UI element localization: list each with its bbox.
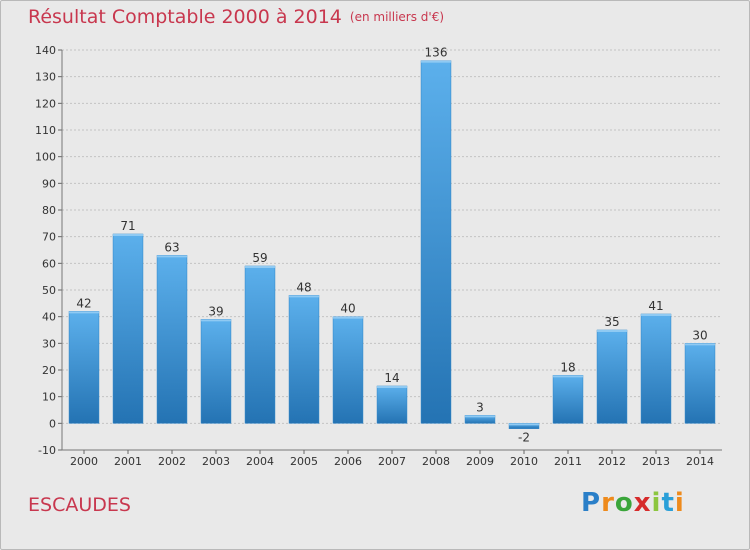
data-label: 30 [692,328,707,342]
bars: 42 71 63 39 59 48 40 14 136 3 -2 18 35 41 30 [68,46,716,445]
x-tick-label: 2012 [598,455,626,468]
x-tick-label: 2005 [290,455,318,468]
y-tick-label: 80 [42,204,56,217]
bar-highlight [201,319,231,322]
data-label: 35 [604,315,619,329]
x-tick-label: 2001 [114,455,142,468]
data-label: 18 [560,360,575,374]
data-label: 42 [76,296,91,310]
y-tick-label: 40 [42,311,56,324]
y-tick-label: 90 [42,177,56,190]
bar-highlight [69,311,99,314]
bar [684,343,716,424]
y-tick-label: 100 [35,151,56,164]
logo-letter: i [651,488,662,518]
data-label: 41 [648,299,663,313]
logo-letter: o [614,488,634,518]
town-name: ESCAUDES [28,494,131,516]
bar [552,375,584,424]
bar-highlight [113,234,143,236]
y-tick-label: 140 [35,44,56,57]
bar-highlight [245,266,275,268]
bar [156,255,188,424]
bar [332,316,364,424]
data-label: 63 [164,240,179,254]
bar [244,265,276,424]
bar-highlight [377,386,407,388]
chart-title: Résultat Comptable 2000 à 2014 (en millie… [28,6,444,28]
x-tick-label: 2013 [642,455,670,468]
logo-letter: P [581,488,602,518]
axes: -10 0 10 20 30 40 50 60 70 80 90 100 110 120 130 140 200… [35,44,722,468]
bar [200,319,232,424]
bar-highlight [157,255,187,258]
x-tick-label: 2004 [246,455,274,468]
logo-letter: x [633,488,652,518]
bar [68,311,100,424]
y-tick-label: 120 [35,97,56,110]
bar [640,313,672,424]
x-tick-label: 2000 [70,455,98,468]
data-label: 59 [252,251,267,265]
y-tick-label: 10 [42,391,56,404]
bar [376,385,408,424]
data-label: 48 [296,280,311,294]
chart-subtitle: (en milliers d'€) [349,10,445,24]
bar-highlight [509,423,539,426]
data-label: 136 [425,46,448,60]
bar-highlight [641,314,671,316]
data-label: 3 [476,400,484,414]
y-tick-label: 50 [42,284,56,297]
x-tick-label: 2006 [334,455,362,468]
y-tick-label: 70 [42,231,56,244]
y-tick-label: 130 [35,71,56,84]
data-label: 39 [208,304,223,318]
bar-highlight [553,375,583,378]
x-tick-label: 2007 [378,455,406,468]
x-tick-label: 2011 [554,455,582,468]
y-tick-label: -10 [38,444,56,457]
x-tick-label: 2014 [686,455,714,468]
bar [420,60,452,424]
y-tick-label: 60 [42,257,56,270]
logo-letter: r [601,488,615,518]
y-tick-label: 20 [42,364,56,377]
y-tick-label: 30 [42,337,56,350]
y-tick-label: 110 [35,124,56,137]
x-tick-label: 2009 [466,455,494,468]
bar-highlight [465,415,495,418]
x-tick-label: 2002 [158,455,186,468]
bar [288,295,320,424]
bar-highlight [597,330,627,332]
data-label: 14 [384,371,399,385]
bar-highlight [333,316,363,319]
bar [596,329,628,424]
data-label: 40 [340,302,355,316]
bar-highlight [685,343,715,346]
logo-letter: i [674,488,685,518]
proxiti-logo: Proxiti [581,488,685,518]
data-label: 71 [120,219,135,233]
bar-highlight [421,60,451,63]
bar-highlight [289,295,319,298]
logo-letter: t [661,488,675,518]
x-tick-label: 2010 [510,455,538,468]
chart-title-text: Résultat Comptable 2000 à 2014 [28,6,342,28]
x-tick-label: 2008 [422,455,450,468]
data-label: -2 [518,431,530,445]
bar [112,233,144,424]
x-tick-label: 2003 [202,455,230,468]
y-tick-label: 0 [49,417,56,430]
